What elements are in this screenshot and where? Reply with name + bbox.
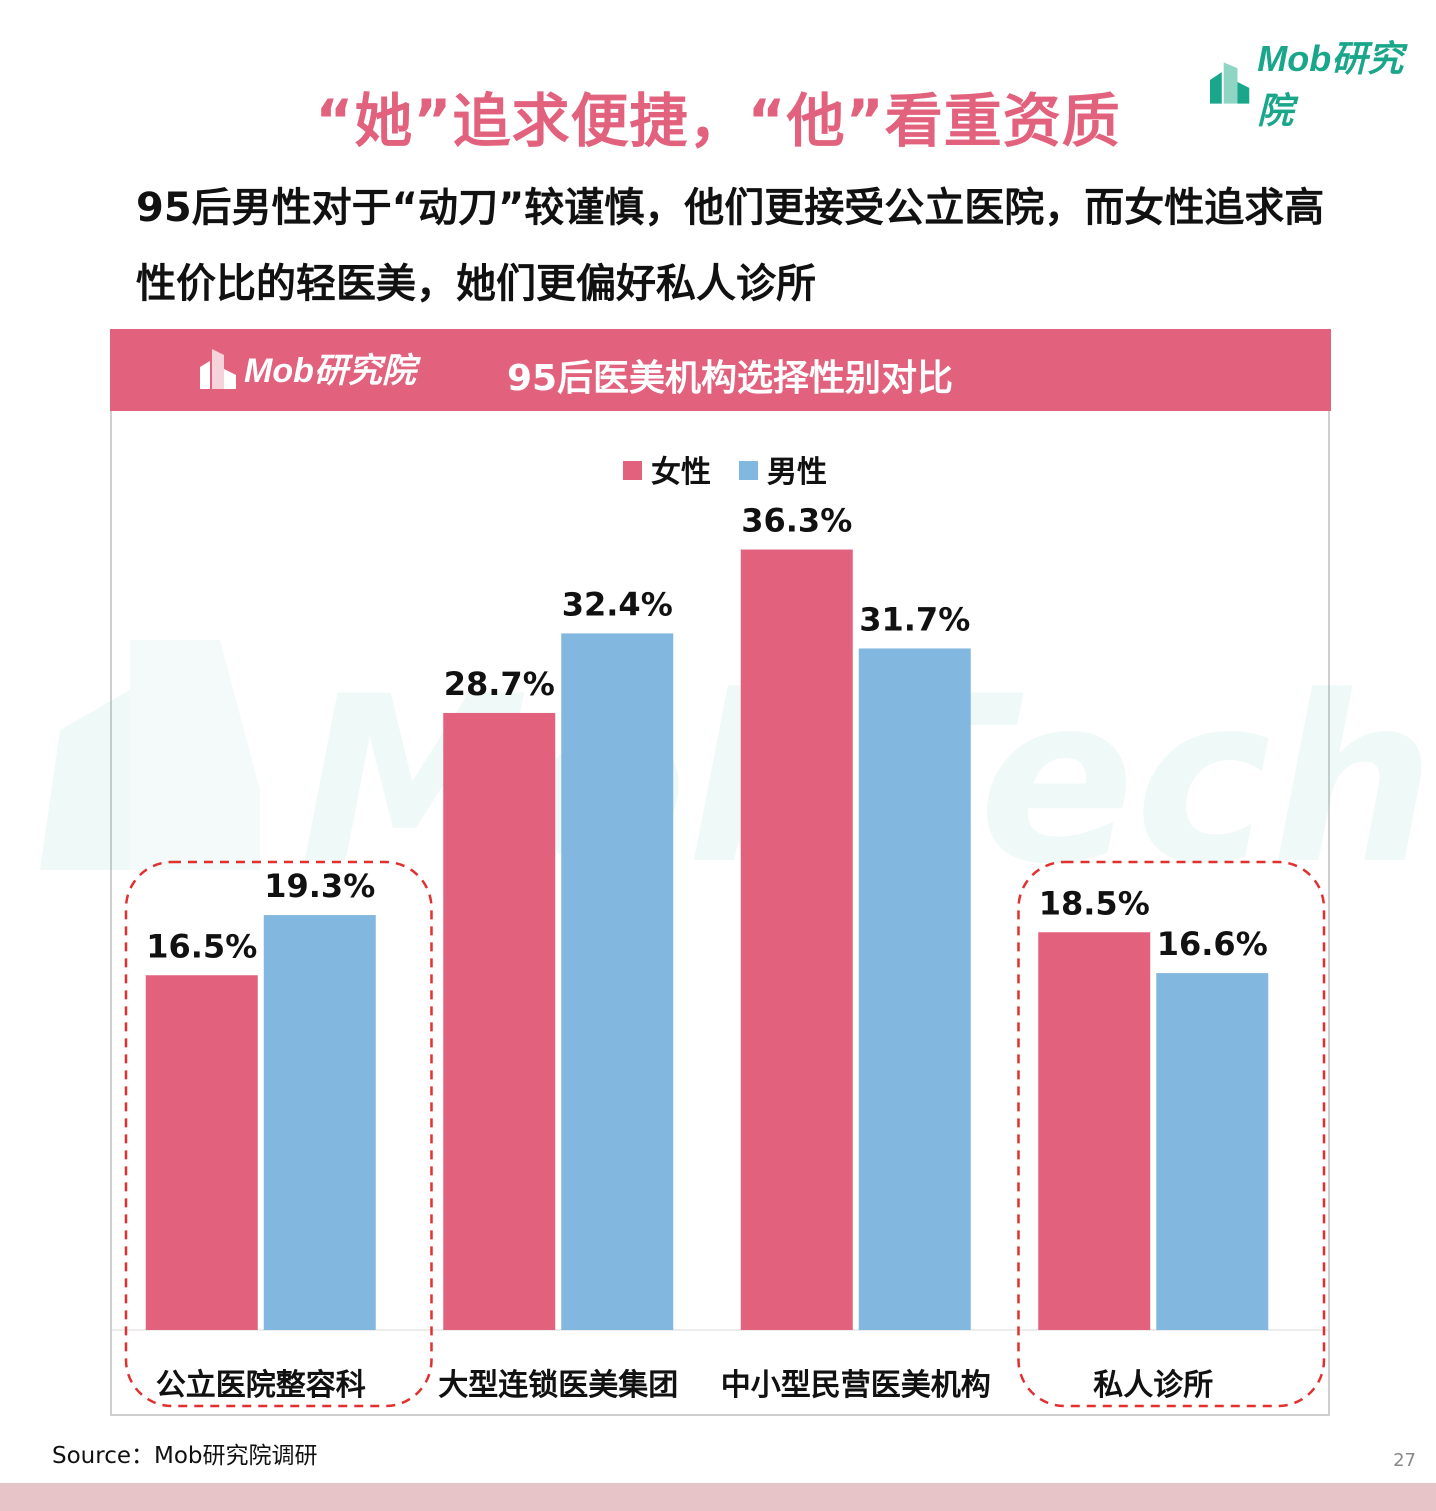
chart-banner: Mob研究院 95后医美机构选择性别对比 [110,329,1331,411]
category-label-1: 大型连锁医美集团 [438,1368,678,1403]
bar-female-0 [145,975,258,1330]
bar-male-3 [1156,973,1269,1330]
highlight-box-3 [1017,860,1326,1408]
legend-swatch-male [739,461,758,480]
bar-male-1 [561,633,674,1330]
data-label-female-1: 28.7% [444,665,555,703]
data-label-female-3: 18.5% [1039,884,1150,922]
banner-logo: Mob研究院 [198,343,416,392]
data-label-male-0: 19.3% [264,867,375,905]
watermark-logo-icon [40,690,130,870]
category-label-3: 私人诊所 [1093,1368,1213,1403]
brand-logo: Mob研究院 [1208,30,1436,134]
bar-female-2 [740,549,853,1330]
legend-swatch-female [623,461,642,480]
data-label-female-2: 36.3% [741,502,852,540]
highlight-box-0 [124,860,433,1408]
source-note: Source：Mob研究院调研 [52,1443,318,1469]
data-label-male-1: 32.4% [562,585,673,623]
bar-female-3 [1038,932,1151,1330]
brand-name: Mob研究院 [1257,38,1404,131]
page-subtitle: 95后男性对于“动刀”较谨慎，他们更接受公立医院，而女性追求高性价比的轻医美，她… [136,185,1325,307]
category-label-2: 中小型民营医美机构 [721,1368,991,1403]
bar-male-2 [858,648,971,1330]
bar-female-1 [443,712,556,1330]
category-label-0: 公立医院整容科 [156,1368,366,1403]
bar-male-0 [263,915,376,1330]
building-logo-icon [1209,62,1250,104]
data-label-male-2: 31.7% [859,600,970,638]
watermark-logo-icon [130,640,260,870]
banner-brand-name: Mob研究院 [244,352,416,390]
page-title: “她”追求便捷，“他”看重资质 [315,87,1121,155]
building-logo-icon [200,348,236,389]
data-label-male-3: 16.6% [1157,925,1268,963]
page-number: 27 [1393,1450,1416,1471]
legend-label-male: 男性 [767,455,827,490]
legend-label-female: 女性 [651,455,711,490]
data-label-female-0: 16.5% [146,927,257,965]
chart-title: 95后医美机构选择性别对比 [506,358,954,399]
bottom-decoration [0,1483,1436,1511]
